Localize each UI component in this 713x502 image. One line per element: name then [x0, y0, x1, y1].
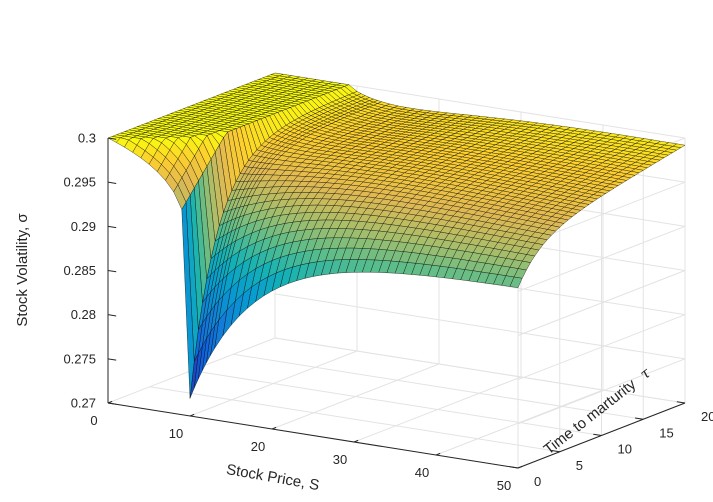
z-tick-label: 0.275: [63, 351, 96, 366]
x-tick-label: 20: [251, 439, 265, 454]
axis-lines: [107, 137, 686, 469]
z-tick-label: 0.295: [63, 175, 96, 190]
z-tick-mark: [107, 314, 117, 317]
y-tick-mark: [509, 466, 519, 469]
x-tick-label: 10: [169, 426, 183, 441]
z-tick-label: 0.285: [63, 263, 96, 278]
y-axis-label-symbol: τ: [636, 363, 654, 383]
side-wall-gridline: [517, 314, 686, 381]
x-tick-label: 40: [415, 465, 429, 480]
x-tick-label: 30: [333, 452, 347, 467]
y-tick-label: 15: [659, 425, 673, 440]
y-tick-label: 5: [576, 458, 583, 473]
z-tick-label: 0.3: [78, 131, 96, 146]
x-tick-mark: [517, 465, 523, 469]
z-tick-mark: [107, 402, 117, 405]
x-tick-mark: [271, 426, 277, 430]
z-tick-mark: [107, 358, 117, 361]
volatility-surface: [107, 72, 686, 399]
floor-gridline: [149, 386, 560, 453]
side-wall-gridline: [517, 225, 686, 292]
back-wall-gridline: [274, 293, 686, 360]
x-tick-label: 50: [497, 478, 511, 493]
floor-gridline: [233, 353, 644, 420]
z-tick-mark: [107, 270, 117, 273]
floor-gridline: [191, 370, 602, 436]
y-tick-label: 10: [618, 442, 632, 457]
y-tick-mark: [593, 433, 602, 436]
y-tick-mark: [551, 449, 560, 453]
z-tick-mark: [107, 137, 117, 140]
tick-labels: 0 10 20 30 40 50 0 5 10 15 20 0.27 0.275 0.28 0.285 0.2…: [63, 131, 713, 493]
z-tick-label: 0.29: [71, 219, 96, 234]
y-tick-mark: [634, 417, 644, 420]
z-tick-mark: [107, 225, 117, 229]
x-tick-mark: [189, 413, 195, 417]
y-tick-mark: [676, 401, 686, 404]
z-tick-mark: [107, 181, 117, 184]
x-tick-label: 0: [90, 413, 97, 428]
y-tick-label: 0: [534, 474, 541, 489]
z-axis-label: Stock Volatility, σ: [14, 213, 31, 327]
side-wall-gridline: [517, 358, 686, 425]
y-tick-label: 20: [701, 409, 713, 424]
back-wall-gridline: [274, 337, 686, 404]
x-axis-label: Stock Price, S: [225, 461, 321, 494]
side-wall-gridline: [517, 270, 686, 336]
x-tick-mark: [353, 439, 359, 443]
z-tick-label: 0.27: [71, 396, 96, 411]
x-tick-mark: [435, 452, 441, 456]
x-axis-line: [107, 402, 519, 469]
z-tick-label: 0.28: [71, 307, 96, 322]
